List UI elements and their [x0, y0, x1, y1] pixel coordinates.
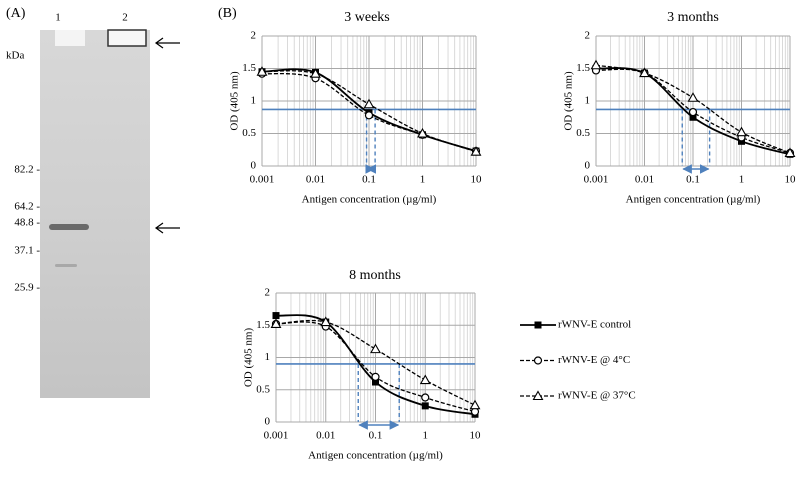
mw-label: 25.9 -: [14, 282, 40, 294]
x-tick-label: 0.01: [306, 174, 325, 186]
marker: [639, 67, 650, 78]
x-tick-label: 0.1: [369, 430, 383, 442]
chart: 3 months 0 0.5 1 1.5 2 0.001 0.01 0.1 1 10 Antigen …: [563, 10, 796, 205]
marker: [419, 374, 431, 385]
gel-band: [55, 264, 77, 267]
y-tick-label: 0: [265, 416, 271, 428]
y-tick-label: 0.5: [242, 127, 256, 139]
y-tick-label: 2: [585, 30, 591, 42]
y-tick-label: 1.5: [576, 62, 590, 74]
y-tick-label: 2: [251, 30, 257, 42]
marker: [421, 393, 430, 402]
x-tick-label: 10: [471, 174, 483, 186]
marker: [687, 92, 699, 102]
marker: [688, 107, 698, 117]
gel: [40, 30, 150, 398]
x-axis-label: Antigen concentration (µg/ml): [308, 450, 443, 462]
marker: [270, 318, 282, 329]
y-tick-label: 1: [585, 95, 591, 107]
series-line: [275, 319, 476, 406]
y-axis-label: OD (405 nm): [229, 71, 241, 131]
mw-label: 37.1 -: [14, 245, 40, 257]
legend-item: rWNV-E @ 4°C: [520, 354, 630, 366]
y-tick-label: 1.5: [242, 62, 256, 74]
marker: [736, 126, 747, 137]
gel-band: [49, 224, 89, 230]
marker: [272, 312, 280, 320]
x-tick-label: 1: [739, 174, 745, 186]
x-tick-label: 10: [785, 174, 797, 186]
y-tick-label: 1.5: [256, 319, 270, 331]
marker: [310, 68, 321, 78]
chart-title: 3 months: [667, 10, 719, 25]
x-tick-label: 0.01: [635, 174, 654, 186]
x-axis-label: Antigen concentration (µg/ml): [302, 194, 437, 206]
legend-label: rWNV-E @ 37°C: [558, 390, 636, 402]
mw-label: 48.8 -: [14, 217, 40, 229]
legend-marker: [534, 321, 542, 329]
mw-label: 64.2 -: [14, 201, 40, 213]
marker: [470, 146, 482, 156]
marker: [371, 372, 380, 381]
x-tick-label: 1: [423, 430, 429, 442]
marker: [784, 147, 796, 158]
y-tick-label: 0: [251, 160, 257, 172]
legend-label: rWNV-E @ 4°C: [558, 354, 630, 366]
marker: [320, 316, 332, 327]
unit-label: kDa: [6, 50, 24, 62]
marker: [421, 402, 429, 410]
well: [107, 29, 147, 47]
chart: 3 weeks 0 0.5 1 1.5 2 0.001 0.01 0.1 1 10 Antigen c…: [229, 10, 482, 205]
marker: [372, 378, 379, 386]
y-tick-label: 0.5: [256, 383, 270, 395]
legend-item: rWNV-E control: [520, 319, 631, 331]
y-tick-label: 1: [251, 95, 257, 107]
legend-item: rWNV-E @ 37°C: [520, 390, 636, 402]
well: [55, 30, 85, 46]
x-axis-label: Antigen concentration (µg/ml): [626, 194, 761, 206]
x-tick-label: 0.01: [316, 430, 335, 442]
marker: [363, 98, 375, 109]
lane-label: 2: [122, 12, 128, 24]
y-tick-label: 0: [585, 160, 591, 172]
x-tick-label: 10: [470, 430, 482, 442]
panel-label: (A): [6, 6, 26, 21]
marker: [469, 399, 481, 410]
legend-marker: [533, 356, 543, 365]
y-tick-label: 1: [265, 351, 271, 363]
x-tick-label: 0.001: [250, 174, 275, 186]
x-tick-label: 0.001: [264, 430, 289, 442]
x-tick-label: 0.1: [686, 174, 700, 186]
mw-label: 82.2 -: [14, 164, 40, 176]
y-axis-label: OD (405 nm): [563, 71, 575, 131]
chart-title: 8 months: [349, 268, 401, 283]
x-tick-label: 1: [420, 174, 426, 186]
marker: [590, 59, 602, 70]
chart: 8 months 0 0.5 1 1.5 2 0.001 0.01 0.1 1 10 Antigen …: [243, 268, 636, 461]
marker: [417, 127, 428, 138]
marker: [370, 343, 381, 354]
chart-title: 3 weeks: [344, 10, 390, 25]
panel-label: (B): [218, 6, 237, 21]
arrows: [154, 37, 180, 234]
marker: [689, 113, 697, 121]
x-tick-label: 0.1: [362, 174, 376, 186]
marker: [364, 111, 374, 120]
legend-marker: [532, 390, 544, 401]
mw-markers: 82.2 - 64.2 - 48.8 - 37.1 - 25.9 -: [14, 164, 40, 294]
y-tick-label: 0.5: [576, 127, 590, 139]
x-tick-label: 0.001: [584, 174, 609, 186]
y-axis-label: OD (405 nm): [243, 328, 255, 388]
legend-label: rWNV-E control: [558, 319, 631, 331]
lane-label: 1: [55, 12, 61, 24]
marker: [256, 66, 268, 76]
y-tick-label: 2: [265, 287, 271, 299]
